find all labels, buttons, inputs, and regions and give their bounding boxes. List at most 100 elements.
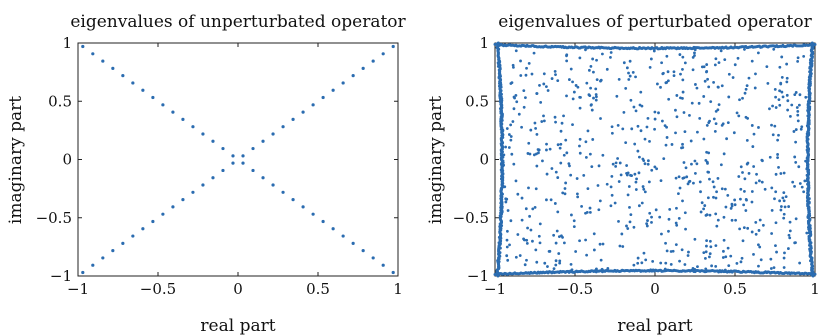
data-point <box>797 103 801 107</box>
data-point <box>750 230 754 234</box>
chart-right-ticks: −1 −0.5 0 0.5 1 −1 −0.5 0 0.5 1 <box>453 34 820 298</box>
data-point <box>724 255 728 259</box>
data-point <box>705 213 709 217</box>
data-point <box>729 207 733 210</box>
data-point <box>550 167 554 170</box>
data-point <box>512 107 516 111</box>
data-point <box>599 79 602 83</box>
data-point <box>774 106 778 109</box>
data-point <box>739 260 743 264</box>
data-point <box>301 205 305 209</box>
data-point <box>726 246 730 250</box>
data-point <box>605 67 609 71</box>
data-point <box>507 133 511 136</box>
data-point <box>281 125 285 129</box>
data-point <box>628 59 632 63</box>
data-point <box>707 151 711 155</box>
data-point <box>713 129 717 133</box>
data-point <box>648 140 651 143</box>
data-point <box>661 71 665 75</box>
data-point <box>778 103 782 107</box>
data-point <box>798 93 802 97</box>
data-point <box>709 245 713 249</box>
data-point <box>704 158 708 162</box>
data-point <box>787 205 791 208</box>
data-point <box>722 152 726 156</box>
data-point <box>586 129 590 133</box>
data-point <box>565 53 569 57</box>
data-point <box>584 238 587 242</box>
data-point <box>645 222 649 226</box>
data-point <box>351 241 355 245</box>
data-point <box>496 41 500 45</box>
data-point <box>533 121 537 125</box>
data-point <box>706 170 710 174</box>
data-point <box>752 132 756 136</box>
data-point <box>768 107 771 111</box>
data-point <box>271 132 275 136</box>
data-point <box>675 206 678 210</box>
data-point <box>582 173 586 177</box>
data-point <box>529 228 533 232</box>
data-point <box>757 243 760 247</box>
data-point <box>714 265 718 268</box>
data-point <box>760 180 764 184</box>
data-point <box>643 137 647 141</box>
data-point <box>705 239 708 243</box>
data-point <box>734 218 737 222</box>
data-point <box>722 215 726 219</box>
data-point <box>556 143 560 147</box>
data-point <box>662 157 666 161</box>
data-point <box>730 204 734 208</box>
data-point <box>543 261 547 265</box>
data-point <box>793 155 797 159</box>
data-point <box>667 229 670 233</box>
data-point <box>678 186 682 190</box>
data-point <box>738 98 741 102</box>
data-point <box>777 98 781 102</box>
data-point <box>504 200 508 204</box>
data-point <box>802 190 806 194</box>
data-point <box>722 238 726 242</box>
data-point <box>628 74 632 78</box>
data-point <box>535 92 539 95</box>
data-point <box>681 146 685 149</box>
data-point <box>750 200 754 204</box>
data-point <box>650 215 653 219</box>
data-point <box>688 113 691 117</box>
data-point <box>757 229 761 232</box>
data-point <box>636 149 640 153</box>
data-point <box>644 258 648 262</box>
data-point <box>744 209 748 212</box>
data-point <box>161 103 165 107</box>
data-point <box>601 153 605 157</box>
data-point <box>793 184 796 188</box>
data-point <box>311 103 315 107</box>
data-point <box>719 49 723 53</box>
data-point <box>539 101 543 104</box>
data-point <box>702 95 706 98</box>
data-point <box>554 241 558 245</box>
data-point <box>635 177 638 181</box>
x-tick-label: 1 <box>810 280 820 298</box>
data-point <box>559 142 563 146</box>
data-point <box>756 51 760 55</box>
data-point <box>798 261 802 265</box>
data-point <box>755 172 758 176</box>
data-point <box>588 152 592 156</box>
data-point <box>686 182 690 186</box>
data-point <box>580 204 583 208</box>
data-point <box>628 220 632 224</box>
data-point <box>595 78 599 82</box>
data-point <box>742 226 746 230</box>
data-point <box>763 187 767 191</box>
data-point <box>519 59 522 63</box>
data-point <box>653 117 657 121</box>
data-point <box>769 257 773 261</box>
data-point <box>626 227 630 230</box>
data-point <box>668 207 672 211</box>
data-point <box>716 218 720 222</box>
data-point <box>522 237 525 241</box>
data-point <box>708 239 712 243</box>
data-point <box>772 266 776 270</box>
